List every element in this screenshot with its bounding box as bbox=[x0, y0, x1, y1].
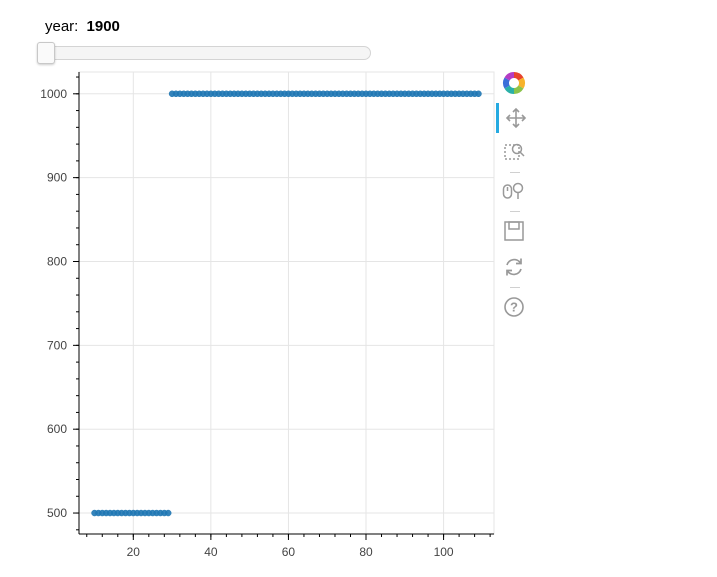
toolbar-divider bbox=[510, 211, 520, 212]
scatter-points bbox=[91, 90, 482, 517]
y-tick-label: 900 bbox=[47, 171, 67, 185]
bokeh-logo-icon[interactable] bbox=[496, 68, 532, 98]
pan-tool-icon[interactable] bbox=[496, 103, 532, 133]
toolbar-divider bbox=[510, 172, 520, 173]
axes: 20 40 60 80 100 500 600 700 800 900 1000 bbox=[40, 72, 494, 559]
x-tick-label: 80 bbox=[359, 545, 373, 559]
slider-title: year: 1900 bbox=[45, 18, 120, 35]
x-tick-label: 40 bbox=[204, 545, 218, 559]
y-tick-label: 1000 bbox=[40, 87, 67, 101]
y-tick-label: 600 bbox=[47, 422, 67, 436]
slider-title-label: year: bbox=[45, 18, 79, 35]
scatter-point bbox=[164, 509, 172, 517]
slider-handle[interactable] bbox=[37, 42, 55, 64]
save-tool-icon[interactable] bbox=[496, 216, 532, 246]
x-tick-label: 20 bbox=[127, 545, 141, 559]
slider-track[interactable] bbox=[37, 42, 371, 64]
reset-tool-icon[interactable] bbox=[496, 252, 532, 282]
y-tick-label: 500 bbox=[47, 506, 67, 520]
wheel-zoom-tool-icon[interactable] bbox=[496, 176, 532, 206]
box-zoom-tool-icon[interactable] bbox=[496, 137, 532, 167]
scatter-point bbox=[475, 90, 482, 98]
help-tool-icon[interactable]: ? bbox=[496, 292, 532, 322]
slider-value: 1900 bbox=[86, 18, 120, 35]
plot-frame bbox=[78, 71, 495, 535]
x-tick-label: 60 bbox=[282, 545, 296, 559]
svg-text:?: ? bbox=[510, 300, 518, 315]
toolbar-divider bbox=[510, 287, 520, 288]
y-tick-label: 800 bbox=[47, 254, 67, 268]
grid-lines bbox=[79, 72, 494, 534]
y-tick-label: 700 bbox=[47, 338, 67, 352]
x-tick-label: 100 bbox=[434, 545, 454, 559]
